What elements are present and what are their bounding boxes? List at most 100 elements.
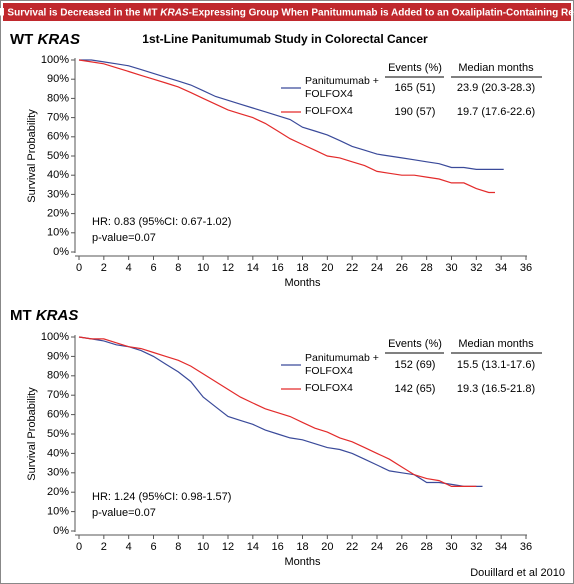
y-tick-label: 50% <box>47 150 69 162</box>
y-tick-label: 10% <box>47 227 69 239</box>
x-tick-label: 0 <box>76 262 82 274</box>
y-tick-label: 90% <box>47 350 69 362</box>
median: 19.7 (17.6-22.6) <box>457 106 535 118</box>
y-tick-label: 90% <box>47 73 69 85</box>
y-tick-label: 10% <box>47 506 69 518</box>
banner-text: -Expressing Group When Panitumumab is Ad… <box>189 7 574 18</box>
legend-item: Panitumumab + FOLFOX4 <box>305 352 379 377</box>
x-tick-label: 32 <box>470 262 482 274</box>
survival-curve <box>78 59 495 194</box>
x-tick-label: 32 <box>470 541 482 553</box>
x-tick-label: 24 <box>371 262 383 274</box>
x-tick-label: 2 <box>101 262 107 274</box>
x-tick-label: 2 <box>101 541 107 553</box>
x-tick-label: 16 <box>272 541 284 553</box>
events: 152 (69) <box>395 359 436 371</box>
table-header: Median months <box>458 338 534 350</box>
x-tick-label: 26 <box>396 541 408 553</box>
median: 15.5 (13.1-17.6) <box>457 359 535 371</box>
panel-label-prefix: MT <box>10 307 32 324</box>
y-tick-label: 70% <box>47 389 69 401</box>
panel-label: MT KRAS <box>10 307 78 324</box>
y-tick-label: 100% <box>41 331 69 343</box>
annotation: p-value=0.07 <box>92 232 156 244</box>
x-tick-label: 22 <box>346 541 358 553</box>
survival-curve <box>78 336 483 487</box>
y-tick-label: 0% <box>53 246 69 258</box>
legend-label: FOLFOX4 <box>305 382 353 394</box>
events: 190 (57) <box>395 106 436 118</box>
legend-item: Panitumumab + FOLFOX4 <box>305 75 379 100</box>
x-tick-label: 10 <box>197 262 209 274</box>
banner: Overall Survival is Decreased in the MT … <box>0 7 574 18</box>
y-tick-label: 80% <box>47 92 69 104</box>
legend-label: FOLFOX4 <box>305 105 353 117</box>
legend-item: FOLFOX4 <box>305 105 353 117</box>
y-tick-label: 20% <box>47 486 69 498</box>
banner-gene: KRAS <box>160 7 189 18</box>
annotation: HR: 1.24 (95%CI: 0.98-1.57) <box>92 491 231 503</box>
annotation: p-value=0.07 <box>92 507 156 519</box>
x-tick-label: 24 <box>371 541 383 553</box>
y-tick-label: 50% <box>47 428 69 440</box>
annotation: HR: 0.83 (95%CI: 0.67-1.02) <box>92 216 231 228</box>
y-tick-label: 80% <box>47 370 69 382</box>
y-tick-label: 0% <box>53 525 69 537</box>
y-tick-label: 30% <box>47 188 69 200</box>
legend-item: FOLFOX4 <box>305 382 353 394</box>
legend-label: Panitumumab + FOLFOX4 <box>305 75 379 100</box>
table-header: Events (%) <box>388 62 442 74</box>
panel-label-gene: KRAS <box>38 31 81 48</box>
x-tick-label: 30 <box>445 262 457 274</box>
x-tick-label: 12 <box>222 262 234 274</box>
x-tick-label: 28 <box>421 262 433 274</box>
panel-label: WT KRAS <box>10 31 80 48</box>
x-tick-label: 8 <box>175 541 181 553</box>
x-tick-label: 34 <box>495 541 507 553</box>
y-tick-label: 30% <box>47 467 69 479</box>
x-tick-label: 4 <box>126 262 132 274</box>
y-tick-label: 70% <box>47 112 69 124</box>
y-tick-label: 60% <box>47 131 69 143</box>
survival-curve <box>79 59 504 170</box>
x-tick-label: 28 <box>421 541 433 553</box>
x-axis-label: Months <box>284 556 321 568</box>
table-header: Events (%) <box>388 338 442 350</box>
events: 165 (51) <box>395 82 436 94</box>
x-tick-label: 6 <box>150 541 156 553</box>
x-tick-label: 22 <box>346 262 358 274</box>
source: Douillard et al 2010 <box>470 567 565 579</box>
banner-text: Overall Survival is Decreased in the MT <box>0 7 160 18</box>
x-tick-label: 12 <box>222 541 234 553</box>
y-tick-label: 40% <box>47 169 69 181</box>
x-tick-label: 26 <box>396 262 408 274</box>
x-tick-label: 34 <box>495 262 507 274</box>
legend-label: Panitumumab + FOLFOX4 <box>305 352 379 377</box>
x-tick-label: 14 <box>247 541 259 553</box>
panel-label-prefix: WT <box>10 31 33 48</box>
x-tick-label: 20 <box>321 262 333 274</box>
x-tick-label: 36 <box>520 262 532 274</box>
y-axis-label: Survival Probability <box>26 387 38 481</box>
x-tick-label: 18 <box>296 541 308 553</box>
x-tick-label: 36 <box>520 541 532 553</box>
y-tick-label: 60% <box>47 409 69 421</box>
survival-curve <box>78 336 477 487</box>
x-tick-label: 30 <box>445 541 457 553</box>
chart-title: 1st-Line Panitumumab Study in Colorectal… <box>142 32 428 46</box>
x-tick-label: 6 <box>150 262 156 274</box>
x-tick-label: 10 <box>197 541 209 553</box>
median: 23.9 (20.3-28.3) <box>457 82 535 94</box>
y-tick-label: 100% <box>41 54 69 66</box>
y-tick-label: 20% <box>47 208 69 220</box>
x-tick-label: 8 <box>175 262 181 274</box>
y-tick-label: 40% <box>47 447 69 459</box>
x-tick-label: 0 <box>76 541 82 553</box>
x-tick-label: 4 <box>126 541 132 553</box>
table-header: Median months <box>458 62 534 74</box>
median: 19.3 (16.5-21.8) <box>457 383 535 395</box>
panel-label-gene: KRAS <box>36 307 79 324</box>
x-tick-label: 16 <box>272 262 284 274</box>
